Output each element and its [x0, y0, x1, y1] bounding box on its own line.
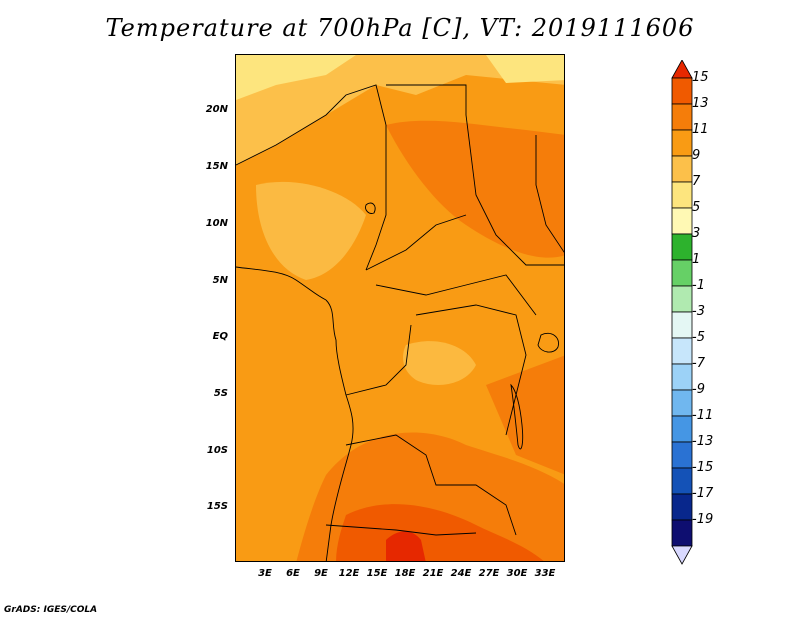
colorbar-segment: [671, 363, 693, 391]
colorbar-label: -11: [692, 408, 714, 423]
country-borders: [236, 84, 564, 561]
lon-label-3e: 3E: [258, 568, 272, 579]
sahara-borders: [236, 84, 387, 166]
lon-label-18e: 18E: [394, 568, 416, 579]
colorbar: [671, 60, 693, 565]
lat-label-15n: 15N: [205, 161, 228, 172]
lon-label-9e: 9E: [314, 568, 328, 579]
lat-label-eq: EQ: [212, 331, 228, 342]
colorbar-segment: [671, 337, 693, 365]
colorbar-label: -17: [692, 486, 714, 501]
lon-label-6e: 6E: [286, 568, 300, 579]
colorbar-label: 9: [692, 148, 701, 163]
namibia-angola-border: [325, 524, 477, 536]
grads-credit: GrADS: IGES/COLA: [4, 605, 98, 615]
colorbar-label: -3: [692, 304, 705, 319]
colorbar-segment: [671, 207, 693, 235]
colorbar-label: -1: [692, 278, 705, 293]
colorbar-segment: [671, 181, 693, 209]
chad-car-border: [365, 214, 467, 271]
colorbar-label: -19: [692, 512, 714, 527]
colorbar-segment: [671, 389, 693, 417]
west-africa-coastline: [236, 266, 327, 301]
central-africa-coastline: [325, 299, 354, 561]
warm-region-east: [486, 355, 564, 475]
colorbar-label: -5: [692, 330, 705, 345]
angola-zambia-border: [345, 434, 517, 536]
colorbar-segment: [671, 259, 693, 287]
colorbar-segment: [671, 493, 693, 521]
colorbar-label: 3: [692, 226, 701, 241]
lake-chad: [365, 202, 376, 214]
lat-label-5s: 5S: [213, 388, 228, 399]
chad-sudan-border: [365, 125, 387, 271]
coolest-region-northeast: [486, 55, 564, 83]
lat-label-10n: 10N: [205, 218, 228, 229]
colorbar-label: 13: [692, 96, 709, 111]
colorbar-segment: [671, 467, 693, 495]
lon-label-21e: 21E: [422, 568, 444, 579]
lat-label-20n: 20N: [205, 104, 228, 115]
cool-region-west-africa: [256, 181, 366, 280]
colorbar-top-arrow: [671, 60, 693, 79]
sudan-northern-border: [386, 84, 467, 115]
sudan-southern-border: [465, 114, 564, 266]
lon-label-12e: 12E: [338, 568, 360, 579]
lake-tanganyika: [510, 383, 524, 450]
drc-east-border: [415, 304, 527, 436]
coolest-region-north: [236, 55, 356, 100]
colorbar-label: 5: [692, 200, 701, 215]
colorbar-bottom-arrow: [671, 545, 693, 565]
colorbar-label: -9: [692, 382, 705, 397]
colorbar-segment: [671, 233, 693, 261]
colorbar-segment: [671, 129, 693, 157]
colorbar-segment: [671, 415, 693, 443]
drc-northern-border: [375, 274, 537, 316]
cool-region-congo: [403, 341, 476, 385]
colorbar-segment: [671, 77, 693, 105]
colorbar-segment: [671, 519, 693, 547]
east-africa-coastline: [535, 135, 564, 253]
colorbar-label: 11: [692, 122, 709, 137]
colorbar-label: 1: [692, 252, 701, 267]
lon-label-24e: 24E: [450, 568, 472, 579]
lat-label-10s: 10S: [206, 445, 228, 456]
map-title: Temperature at 700hPa [C], VT: 201911160…: [105, 14, 695, 42]
hottest-region-south: [386, 531, 426, 561]
colorbar-segment: [671, 285, 693, 313]
drc-inner-border: [345, 324, 412, 396]
lake-victoria: [537, 332, 559, 353]
lat-label-5n: 5N: [212, 275, 228, 286]
colorbar-segment: [671, 155, 693, 183]
colorbar-label: -13: [692, 434, 714, 449]
colorbar-segment: [671, 441, 693, 469]
colorbar-segment: [671, 311, 693, 339]
colorbar-label: -15: [692, 460, 714, 475]
colorbar-label: 7: [692, 174, 701, 189]
cool-region-north: [236, 55, 564, 165]
lon-label-30e: 30E: [506, 568, 528, 579]
lat-label-15s: 15S: [206, 501, 228, 512]
temperature-map: [235, 54, 565, 562]
colorbar-label: 15: [692, 70, 709, 85]
lon-label-15e: 15E: [366, 568, 388, 579]
colorbar-label: -7: [692, 356, 705, 371]
lon-label-33e: 33E: [534, 568, 556, 579]
colorbar-segment: [671, 103, 693, 131]
lon-label-27e: 27E: [478, 568, 500, 579]
